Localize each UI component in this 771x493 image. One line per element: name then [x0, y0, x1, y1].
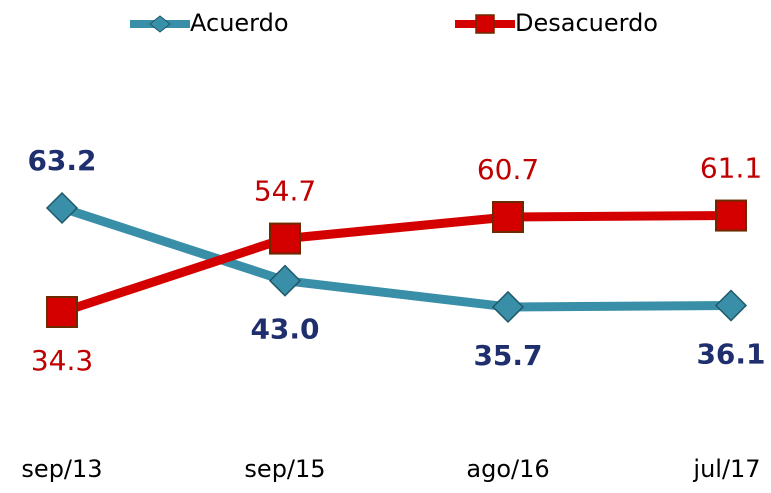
data-label: 63.2	[27, 144, 96, 177]
data-label: 43.0	[250, 313, 319, 346]
square-marker	[46, 296, 78, 328]
series-line	[60, 211, 732, 317]
series-line	[60, 203, 732, 312]
data-label: 36.1	[696, 338, 765, 371]
square-marker	[492, 200, 524, 233]
x-tick-label: ago/16	[466, 455, 549, 483]
data-label: 61.1	[700, 152, 762, 185]
diamond-marker	[714, 289, 748, 322]
data-label: 34.3	[31, 344, 93, 377]
diamond-marker	[491, 290, 525, 324]
x-tick-label: jul/17	[692, 455, 760, 483]
diamond-marker	[268, 264, 302, 297]
legend-label: Desacuerdo	[515, 9, 658, 37]
legend-marker	[149, 15, 171, 33]
square-marker	[715, 199, 747, 232]
legend-marker	[475, 14, 495, 34]
x-tick-label: sep/13	[21, 455, 102, 483]
x-tick-label: sep/15	[244, 455, 325, 483]
square-marker	[269, 222, 301, 255]
diamond-marker	[45, 191, 79, 225]
data-label: 54.7	[254, 175, 316, 208]
data-label: 35.7	[473, 339, 542, 372]
data-label: 60.7	[477, 153, 539, 186]
legend-label: Acuerdo	[190, 9, 289, 37]
